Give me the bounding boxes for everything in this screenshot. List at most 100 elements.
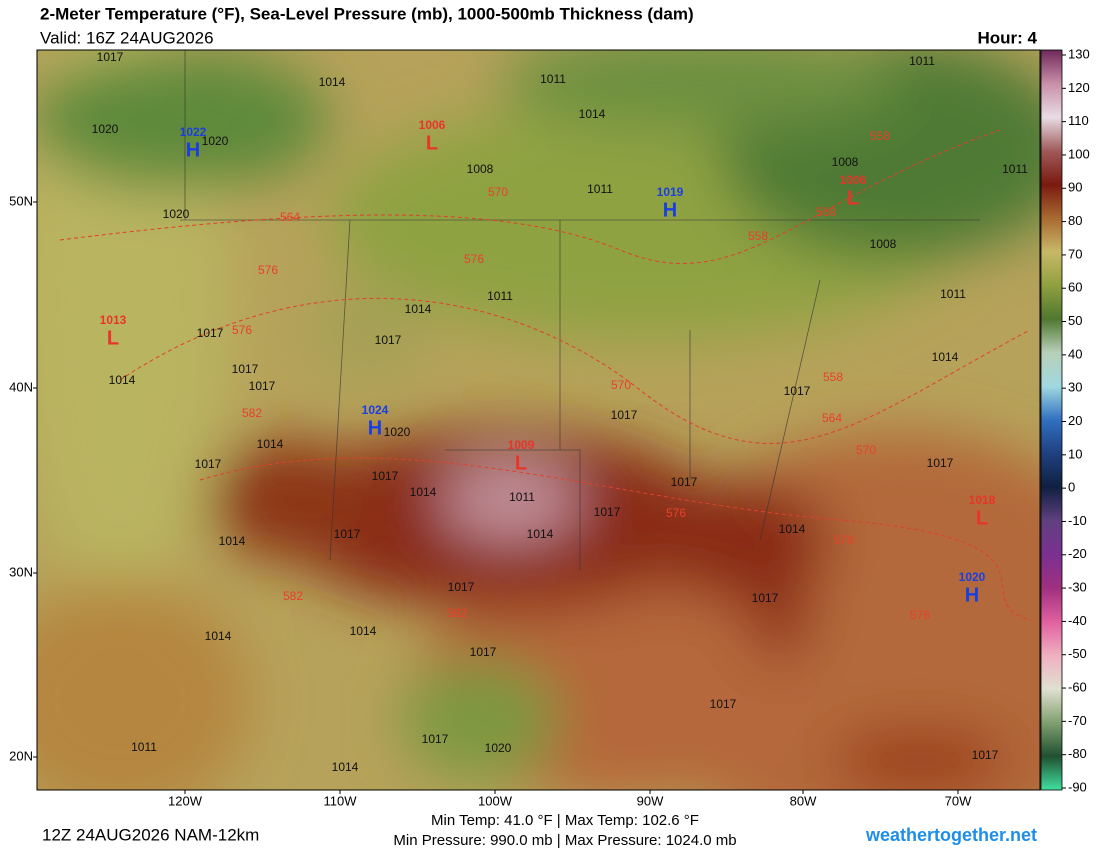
isobar-label: 1014 (410, 485, 437, 499)
thickness-label: 582 (242, 406, 262, 420)
colorbar-label: 30 (1068, 380, 1082, 395)
isobar-label: 1014 (319, 75, 346, 89)
colorbar-label: 90 (1068, 180, 1082, 195)
isobar-label: 1011 (540, 72, 566, 86)
isobar-label: 1011 (909, 54, 935, 68)
isobar-label: 1014 (257, 437, 284, 451)
isobar-label: 1014 (332, 760, 359, 774)
lon-label: 110W (324, 793, 358, 808)
center-symbol: L (976, 507, 988, 529)
isobar-label: 1017 (671, 475, 698, 489)
center-value: 1024 (362, 403, 389, 417)
thickness-label: 558 (748, 229, 768, 243)
thickness-label: 576 (666, 506, 686, 520)
isobar-label: 1014 (109, 373, 136, 387)
center-value: 1009 (508, 438, 535, 452)
colorbar-label: -40 (1068, 613, 1087, 628)
colorbar-label: -90 (1068, 779, 1087, 794)
center-value: 1020 (959, 570, 986, 584)
isobar-label: 1017 (422, 732, 449, 746)
colorbar-label: -70 (1068, 713, 1087, 728)
center-value: 1019 (657, 185, 684, 199)
isobar-label: 1017 (97, 50, 124, 64)
isobar-label: 1017 (334, 527, 361, 541)
thickness-label: 564 (822, 411, 842, 425)
isobar-label: 1008 (832, 155, 859, 169)
thickness-label: 582 (447, 606, 467, 620)
isobar-label: 1017 (375, 333, 402, 347)
center-symbol: H (368, 417, 382, 439)
isobar-label: 1014 (579, 107, 606, 121)
thickness-label: 570 (488, 185, 508, 199)
temp-stats: Min Temp: 41.0 °F | Max Temp: 102.6 °F (431, 812, 699, 829)
lon-label: 100W (478, 793, 513, 808)
colorbar-label: 50 (1068, 313, 1082, 328)
colorbar-label: 0 (1068, 480, 1075, 495)
title: 2-Meter Temperature (°F), Sea-Level Pres… (40, 4, 694, 23)
isobar-label: 1014 (350, 624, 377, 638)
thickness-label: 558 (870, 129, 890, 143)
colorbar-label: 60 (1068, 280, 1082, 295)
lat-label: 50N (9, 193, 33, 208)
isobar-label: 1017 (197, 326, 224, 340)
colorbar-label: 20 (1068, 413, 1082, 428)
model-run: 12Z 24AUG2026 NAM-12km (42, 825, 259, 844)
colorbar-label: -30 (1068, 580, 1087, 595)
isobar-label: 1017 (448, 580, 475, 594)
thickness-label: 576 (910, 608, 930, 622)
thickness-label: 582 (283, 589, 303, 603)
colorbar (1040, 49, 1063, 791)
lon-label: 90W (637, 793, 664, 808)
isobar-label: 1011 (587, 182, 613, 196)
isobar-label: 1014 (932, 350, 959, 364)
isobar-label: 1017 (927, 456, 954, 470)
isobar-label: 1017 (249, 379, 276, 393)
isobar-label: 1017 (972, 748, 999, 762)
isobar-label: 1008 (870, 237, 897, 251)
center-symbol: L (847, 187, 859, 209)
colorbar-label: 70 (1068, 246, 1082, 261)
colorbar-label: 80 (1068, 213, 1082, 228)
thickness-label: 576 (834, 533, 854, 547)
isobar-label: 1020 (163, 207, 190, 221)
colorbar-label: 10 (1068, 446, 1082, 461)
lat-label: 30N (9, 564, 33, 579)
lon-label: 70W (945, 793, 972, 808)
lon-label: 120W (168, 793, 203, 808)
isobar-label: 1017 (611, 408, 638, 422)
isobar-label: 1017 (710, 697, 737, 711)
lon-label: 80W (790, 793, 817, 808)
center-symbol: L (426, 132, 438, 154)
center-value: 1006 (419, 118, 446, 132)
isobar-label: 1008 (467, 162, 494, 176)
thickness-label: 570 (611, 378, 631, 392)
colorbar-label: -20 (1068, 546, 1087, 561)
center-symbol: H (663, 199, 677, 221)
colorbar-label: 120 (1068, 80, 1090, 95)
lat-label: 40N (9, 379, 33, 394)
thickness-label: 564 (280, 210, 300, 224)
isobar-label: 1014 (219, 534, 246, 548)
valid-time: Valid: 16Z 24AUG2026 (40, 28, 214, 47)
isobar-label: 1017 (752, 591, 779, 605)
center-symbol: H (186, 139, 200, 161)
center-value: 1013 (100, 313, 127, 327)
isobar-label: 1020 (485, 741, 512, 755)
thickness-label: 576 (464, 252, 484, 266)
site-link[interactable]: weathertogether.net (865, 825, 1037, 845)
center-value: 1018 (969, 493, 996, 507)
isobar-label: 1017 (784, 384, 811, 398)
isobar-label: 1017 (594, 505, 621, 519)
forecast-hour: Hour: 4 (978, 28, 1038, 47)
center-value: 1006 (840, 173, 867, 187)
isobar-label: 1014 (405, 302, 432, 316)
colorbar-label: -60 (1068, 679, 1087, 694)
isobar-label: 1017 (470, 645, 497, 659)
colorbar-label: -50 (1068, 646, 1087, 661)
colorbar-label: 40 (1068, 346, 1082, 361)
thickness-label: 558 (816, 205, 836, 219)
colorbar-label: -80 (1068, 746, 1087, 761)
